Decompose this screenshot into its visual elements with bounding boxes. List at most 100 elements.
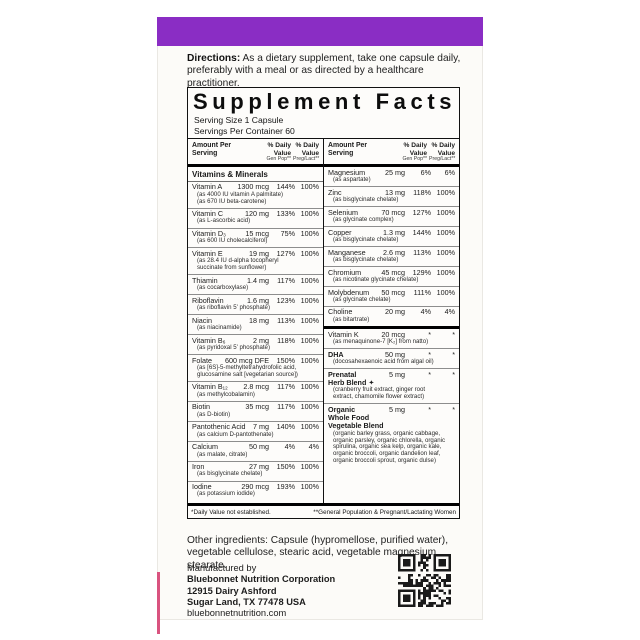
fact-daily-value-preg: 6%: [444, 167, 455, 177]
fact-row: Vitamin B₁₂ 2.8 mcg 117% 100% (as methylcoba…: [188, 382, 323, 402]
fact-daily-value-gen: 117%: [277, 402, 295, 412]
fact-daily-value-preg: 100%: [300, 422, 319, 432]
fact-daily-value-gen: *: [428, 404, 431, 414]
fact-name: Vitamin D₃: [192, 229, 226, 239]
column-header: Amount Per Serving % Daily Value Gen Pop*…: [324, 139, 459, 168]
facts-right-column: Amount Per Serving % Daily Value Gen Pop*…: [324, 139, 459, 503]
fact-amount: 50 mg: [385, 349, 405, 359]
fact-source-line: extract, chamomile flower extract): [333, 393, 425, 401]
fact-daily-value-gen: 150%: [276, 462, 295, 472]
fact-row-main: Manganese 2.6 mg 113% 100%: [328, 247, 455, 257]
fact-daily-value-preg: 100%: [300, 209, 319, 219]
column-divider: [323, 139, 324, 503]
fact-amount: 35 mcg: [245, 402, 269, 412]
fact-row-main: Magnesium 25 mg 6% 6%: [328, 167, 455, 177]
fact-source-line: organic broccoli sprout, organic dulse): [333, 457, 436, 465]
fact-name-line: Vegetable Blend: [328, 421, 384, 431]
supplement-facts-title: Supplement Facts: [193, 89, 457, 114]
fact-row-main: Calcium 50 mg 4% 4%: [192, 442, 319, 452]
fact-daily-value-gen: 4%: [284, 442, 295, 452]
fact-row: Manganese 2.6 mg 113% 100% (as bisglycinate …: [324, 247, 459, 267]
fact-row-main: DHA 50 mg * *: [328, 349, 455, 359]
fact-name: Manganese: [328, 247, 366, 257]
fact-amount: 20 mcg: [381, 329, 405, 339]
fact-daily-value-gen: 133%: [276, 209, 295, 219]
manufactured-by-label: Manufactured by: [187, 563, 257, 573]
fact-daily-value-gen: 144%: [276, 182, 295, 192]
fact-row: Biotin 35 mcg 117% 100% (as D-biotin): [188, 402, 323, 422]
fact-daily-value-preg: 4%: [308, 442, 319, 452]
fact-daily-value-gen: *: [428, 369, 431, 379]
fact-daily-value-preg: 100%: [300, 382, 319, 392]
fact-source-line: (as bisglycinate chelate): [333, 196, 399, 204]
fact-source-line: organic broccoli, organic dandelion leaf…: [333, 450, 441, 458]
fact-row-main: Riboflavin 1.6 mg 123% 100%: [192, 295, 319, 305]
fact-daily-value-gen: *: [428, 349, 431, 359]
header-gen-pop: Gen Pop**: [402, 155, 427, 162]
fact-amount: 600 mcg DFE: [225, 355, 269, 365]
fact-amount: 20 mg: [385, 307, 405, 317]
fact-source-line: glucosamine salt [vegetarian source]): [197, 370, 298, 378]
fact-row-main: Vitamin K 20 mcg * *: [328, 329, 455, 339]
fact-daily-value-preg: 100%: [300, 295, 319, 305]
fact-source-line: (as D-biotin): [197, 410, 231, 418]
fact-daily-value-gen: 150%: [276, 355, 295, 365]
footnote-populations: **General Population & Pregnant/Lactatin…: [313, 508, 456, 516]
fact-daily-value-preg: 100%: [300, 275, 319, 285]
fact-row: Selenium 70 mcg 127% 100% (as glycinate comp…: [324, 207, 459, 228]
fact-name: Vitamin B₁₂: [192, 382, 228, 392]
fact-row-main: Iodine 290 mcg 193% 100%: [192, 482, 319, 492]
fact-row-main: Vitamin D₃ 15 mcg 75% 100%: [192, 229, 319, 239]
fact-row-main: Selenium 70 mcg 127% 100%: [328, 207, 455, 217]
fact-daily-value-preg: 100%: [436, 267, 455, 277]
fact-name: Zinc: [328, 187, 342, 197]
section-title-vitamins-minerals: Vitamins & Minerals: [188, 167, 323, 182]
fact-source-line: (as 4000 IU vitamin A palmitate): [197, 190, 284, 198]
fact-row-main: Zinc 13 mg 118% 100%: [328, 187, 455, 197]
fact-name: Thiamin: [192, 275, 218, 285]
fact-name: Vitamin K: [328, 329, 359, 339]
fact-daily-value-preg: 100%: [300, 462, 319, 472]
fact-source-line: (as aspartate): [333, 176, 371, 184]
fact-amount: 25 mg: [385, 167, 405, 177]
qr-code-icon: [398, 554, 451, 607]
fact-name: Selenium: [328, 207, 358, 217]
fact-row-main: Organic 5 mg * *: [328, 404, 455, 414]
fact-name: Pantothenic Acid: [192, 422, 246, 432]
fact-daily-value-preg: 100%: [300, 335, 319, 345]
fact-daily-value-gen: 113%: [413, 247, 431, 257]
fact-daily-value-gen: 118%: [277, 335, 295, 345]
fact-amount: 2.6 mg: [383, 247, 405, 257]
fact-name: Riboflavin: [192, 295, 224, 305]
fact-name: Vitamin C: [192, 209, 224, 219]
fact-amount: 50 mcg: [381, 287, 405, 297]
manufacturer-name: Bluebonnet Nutrition Corporation: [187, 574, 336, 585]
header-daily-value-gen: % Daily Value Gen Pop**: [399, 142, 427, 162]
fact-daily-value-gen: 111%: [413, 287, 431, 297]
fact-source-line: (as glycinate chelate): [333, 295, 391, 303]
fact-name: Vitamin B₆: [192, 335, 226, 345]
fact-daily-value-preg: 100%: [300, 229, 319, 239]
fact-daily-value-gen: 193%: [276, 482, 295, 492]
fact-name: Magnesium: [328, 167, 366, 177]
fact-daily-value-preg: 100%: [300, 482, 319, 492]
fact-amount: 13 mg: [385, 187, 405, 197]
fact-amount: 5 mg: [389, 369, 405, 379]
fact-name: Copper: [328, 227, 352, 237]
fact-daily-value-preg: *: [452, 404, 455, 414]
fact-row: Prenatal 5 mg * * Herb Blend ✦ (cranberry fru…: [324, 369, 459, 405]
fact-row: Pantothenic Acid 7 mg 140% 100% (as calcium …: [188, 422, 323, 442]
thick-divider: [324, 325, 459, 330]
fact-amount: 50 mg: [249, 442, 269, 452]
fact-row: Iron 27 mg 150% 100% (as bisglycinate chelat…: [188, 462, 323, 482]
fact-row-main: Pantothenic Acid 7 mg 140% 100%: [192, 422, 319, 432]
fact-row: Magnesium 25 mg 6% 6% (as aspartate): [324, 167, 459, 188]
fact-source-line: (as bisglycinate chelate): [333, 255, 399, 263]
fact-daily-value-gen: 117%: [277, 275, 295, 285]
fact-row: Vitamin A 1300 mcg 144% 100% (as 4000 IU vit…: [188, 182, 323, 209]
header-daily-value-gen: % Daily Value Gen Pop**: [263, 142, 291, 162]
fact-daily-value-preg: 100%: [300, 355, 319, 365]
fact-name: Iodine: [192, 482, 212, 492]
fact-row-main: Vitamin B₆ 2 mg 118% 100%: [192, 335, 319, 345]
footnotes: *Daily Value not established. **General …: [188, 503, 459, 518]
